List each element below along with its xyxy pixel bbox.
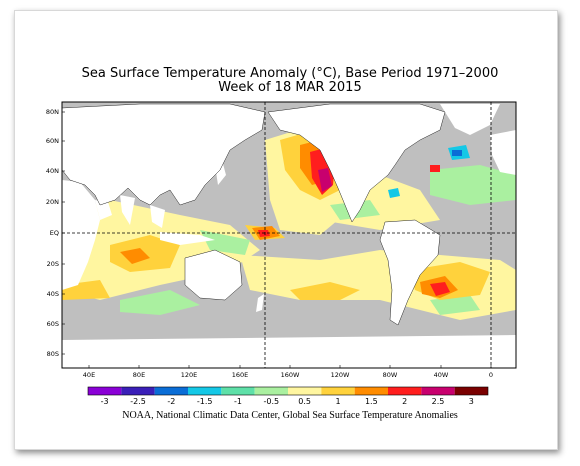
colorbar-swatch: [188, 387, 222, 395]
colorbar-swatch: [154, 387, 188, 395]
lon-label: 0: [489, 371, 493, 379]
colorbar-swatch: [321, 387, 355, 395]
colorbar-label: 1.5: [365, 397, 378, 406]
colorbar-label: 1: [335, 397, 340, 406]
map-subtitle: Week of 18 MAR 2015: [218, 80, 362, 95]
antarctica-landmass: [62, 335, 516, 368]
colorbar-swatch: [354, 387, 388, 395]
latitude-labels: 80N 60N 40N 20N EQ 20S 40S 60S 80S: [46, 108, 65, 358]
longitude-labels: 40E 80E 120E 160E 160W 120W 80W 40W 0: [83, 365, 493, 379]
colorbar-swatch: [254, 387, 288, 395]
coastlines: [62, 103, 446, 326]
lat-label: EQ: [50, 229, 59, 237]
lon-label: 120W: [331, 371, 350, 379]
lon-label: 80W: [383, 371, 398, 379]
colorbar-label: -3: [101, 397, 109, 406]
colorbar-label: -0.5: [264, 397, 280, 406]
lon-label: 120E: [181, 371, 198, 379]
lon-label: 80E: [133, 371, 145, 379]
lon-label: 40W: [434, 371, 449, 379]
indonesia-landmass: [160, 232, 215, 245]
lat-label: 60S: [47, 320, 59, 328]
north-america-landmass: [268, 104, 445, 222]
lat-label: 60N: [46, 137, 59, 145]
new-zealand-landmass: [256, 294, 264, 312]
indochina-landmass: [150, 205, 165, 228]
colorbar-border: [87, 386, 489, 396]
colorbar-swatch: [388, 387, 422, 395]
japan-landmass: [215, 160, 226, 185]
colorbar-label: -2: [167, 397, 175, 406]
africa-landmass: [62, 180, 100, 290]
colorbar-swatch: [421, 387, 455, 395]
arabia-landmass: [95, 200, 112, 220]
lon-label: 40E: [83, 371, 95, 379]
south-america-landmass: [380, 220, 440, 325]
colorbar-label: -1: [234, 397, 242, 406]
lat-label: 80N: [46, 108, 59, 116]
lon-label: 160W: [281, 371, 300, 379]
colorbar-swatch: [88, 387, 122, 395]
colorbar-label: 3: [469, 397, 474, 406]
colorbar-label: 2: [402, 397, 407, 406]
colorbar-label: -1.5: [197, 397, 213, 406]
lat-label: 20S: [47, 260, 59, 268]
land-masses: [62, 104, 516, 368]
lat-label: 40S: [47, 290, 59, 298]
colorbar-swatch: [454, 387, 488, 395]
colorbar: [87, 386, 489, 396]
map-caption: NOAA, National Climatic Data Center, Glo…: [122, 410, 458, 421]
eurasia-landmass: [62, 104, 265, 205]
greenland-landmass: [440, 104, 500, 135]
india-landmass: [120, 195, 135, 225]
lat-label: 20N: [46, 198, 59, 206]
australia-landmass: [185, 250, 242, 300]
colorbar-swatch: [121, 387, 155, 395]
colorbar-swatch: [221, 387, 255, 395]
lat-label: 40N: [46, 167, 59, 175]
europe-landmass: [490, 130, 516, 175]
colorbar-labels: -3 -2.5 -2 -1.5 -1 -0.5 0.5 1 1.5 2 2.5 3: [101, 397, 474, 406]
colorbar-label: 0.5: [298, 397, 311, 406]
lat-label: 80S: [47, 350, 59, 358]
map-border: [61, 101, 517, 369]
colorbar-label: 2.5: [432, 397, 445, 406]
lon-label: 160E: [232, 371, 249, 379]
colorbar-label: -2.5: [130, 397, 146, 406]
map-title: Sea Surface Temperature Anomaly (°C), Ba…: [81, 66, 499, 81]
colorbar-swatch: [288, 387, 322, 395]
